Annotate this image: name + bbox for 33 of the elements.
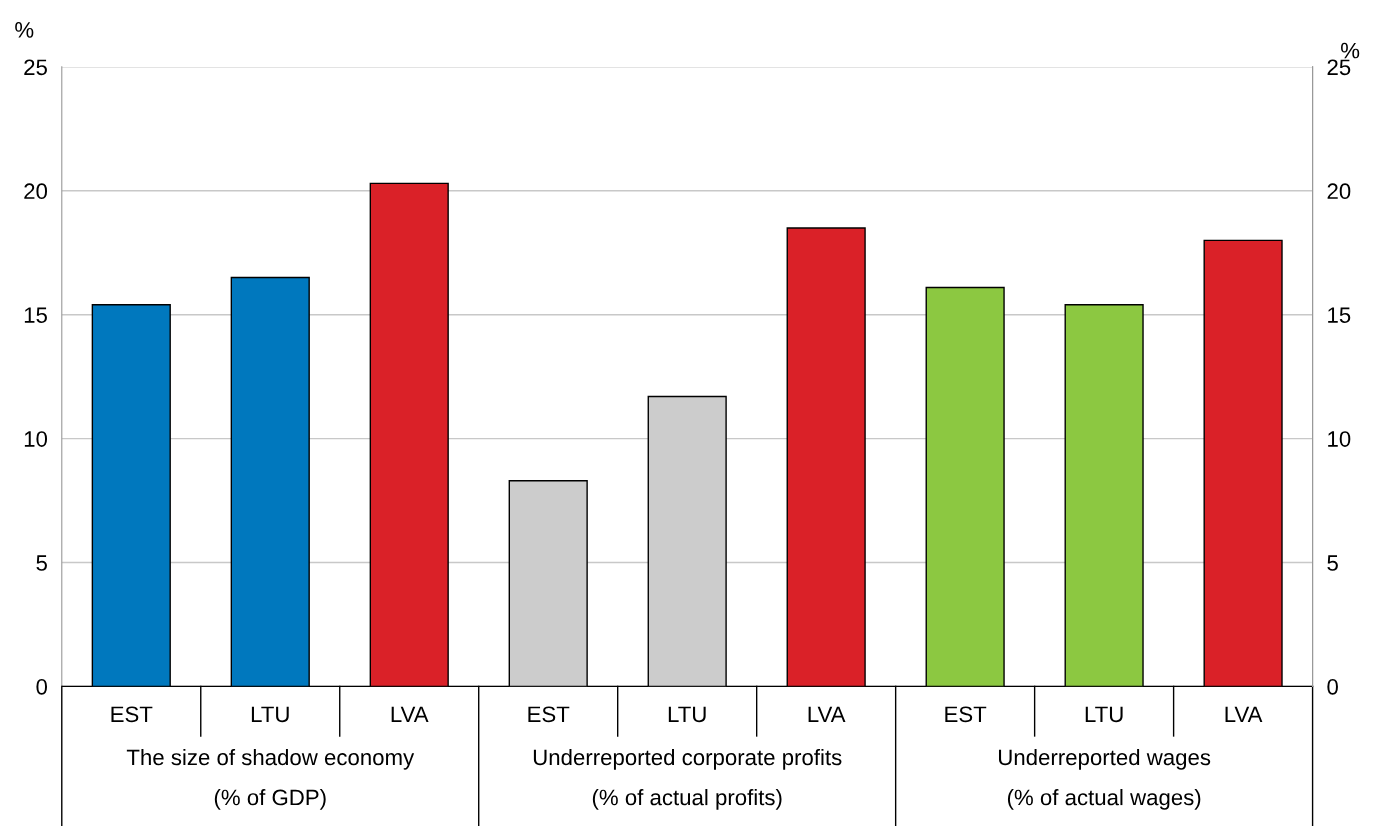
bar <box>369 182 449 687</box>
text: The size of shadow economy (% of GDP) <box>126 748 415 810</box>
x-tick-label: EST <box>945 706 987 723</box>
text: Underreported corporate profits (% of actual profits) <box>533 748 842 810</box>
y-tick-label: 5 <box>36 555 47 571</box>
x-tick-label: EST <box>111 706 153 723</box>
x-tick-label: LVA <box>1225 706 1263 722</box>
y2-tick-label: 10 <box>1328 431 1351 447</box>
x-tick-label: LTU <box>668 706 706 723</box>
y2-tick-label: 15 <box>1328 307 1351 323</box>
bar <box>1203 239 1283 687</box>
x-tick-label: LVA <box>391 706 429 722</box>
x-tick-label: EST <box>528 706 570 723</box>
y-tick-label: 0 <box>36 678 48 695</box>
y-tick-label: 10 <box>24 431 48 447</box>
y2-tick-label: 0 <box>1327 678 1338 695</box>
x-tick-label: LVA <box>808 706 846 722</box>
y2-tick-label: 5 <box>1327 555 1338 571</box>
y-tick-label: 20 <box>24 183 48 200</box>
y-axis-title: % <box>15 22 34 38</box>
x-tick-label: LTU <box>251 706 289 723</box>
y2-axis-title: % <box>1341 42 1360 59</box>
x-tick-label: LTU <box>1085 706 1123 723</box>
bar <box>1064 304 1144 687</box>
y2-tick-label: 20 <box>1327 183 1351 200</box>
text: Underreported wages (% of actual wages) <box>998 748 1211 810</box>
bar <box>786 227 866 687</box>
bar <box>925 286 1005 687</box>
y2-tick-label: 25 <box>1327 59 1351 76</box>
bar <box>91 304 171 687</box>
y-tick-label: 15 <box>24 307 47 323</box>
bar <box>230 276 310 687</box>
y-tick-label: 25 <box>24 59 47 76</box>
